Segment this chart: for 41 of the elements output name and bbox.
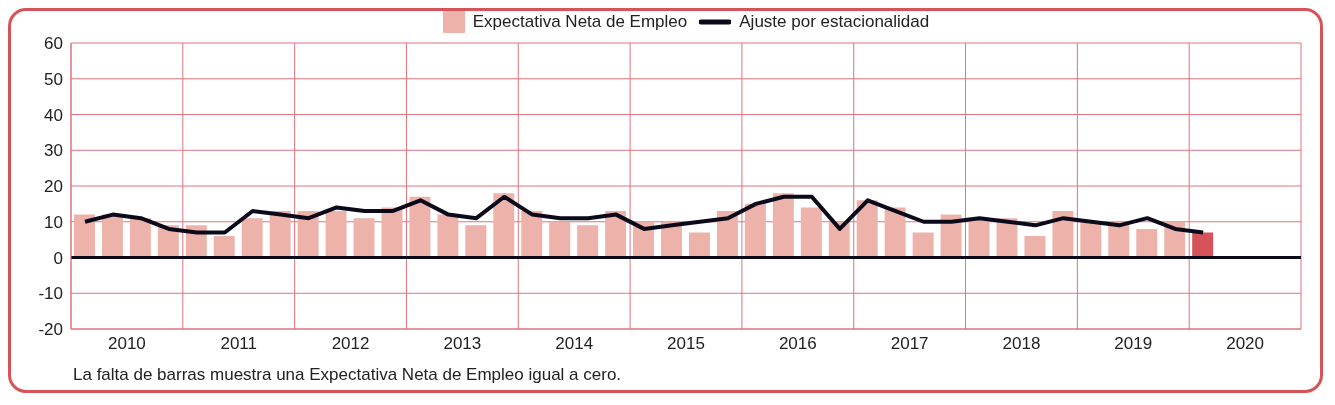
- bar: [437, 214, 459, 258]
- bar: [744, 203, 766, 258]
- bar: [689, 232, 710, 258]
- x-tick-label: 2017: [890, 334, 929, 354]
- bar: [549, 221, 571, 258]
- y-tick-label: 30: [44, 141, 63, 161]
- y-tick-label: -10: [38, 284, 63, 304]
- bar: [74, 214, 95, 258]
- x-tick-label: 2014: [555, 334, 594, 354]
- x-tick-label: 2013: [443, 334, 482, 354]
- bar: [213, 236, 235, 258]
- x-tick-label: 2016: [778, 334, 817, 354]
- line-series: [82, 194, 1206, 235]
- x-tick-label: 2011: [220, 334, 258, 354]
- y-tick-label: 10: [44, 212, 63, 232]
- x-tick-label: 2019: [1114, 334, 1153, 354]
- legend-label: Expectativa Neta de Empleo: [472, 12, 688, 32]
- bar: [325, 211, 347, 258]
- bar: [1024, 236, 1046, 258]
- y-tick-label: -20: [38, 320, 63, 340]
- y-tick-label: 60: [44, 34, 63, 54]
- bar: [241, 218, 263, 258]
- bar: [912, 232, 934, 258]
- bar: [521, 211, 543, 258]
- y-tick-label: 20: [44, 177, 63, 197]
- x-tick-label: 2010: [108, 334, 146, 354]
- x-tick-label: 2018: [1002, 334, 1041, 354]
- y-tick-label: 0: [53, 248, 63, 268]
- y-tick-label: 40: [44, 105, 63, 125]
- bar: [465, 225, 487, 258]
- bar: [577, 225, 599, 258]
- legend-label: Ajuste por estacionalidad: [739, 12, 930, 32]
- bar: [800, 207, 822, 258]
- text: La falta de barras muestra una Expectativa Neta de Empleo igual a cero.: [73, 365, 622, 385]
- y-tick-label: 50: [44, 69, 63, 89]
- x-tick-label: 2020: [1226, 334, 1265, 354]
- bar: [353, 218, 375, 258]
- x-tick-label: 2012: [331, 334, 370, 354]
- bar: [772, 193, 794, 258]
- x-tick-label: 2015: [667, 334, 705, 354]
- bar: [1136, 228, 1158, 258]
